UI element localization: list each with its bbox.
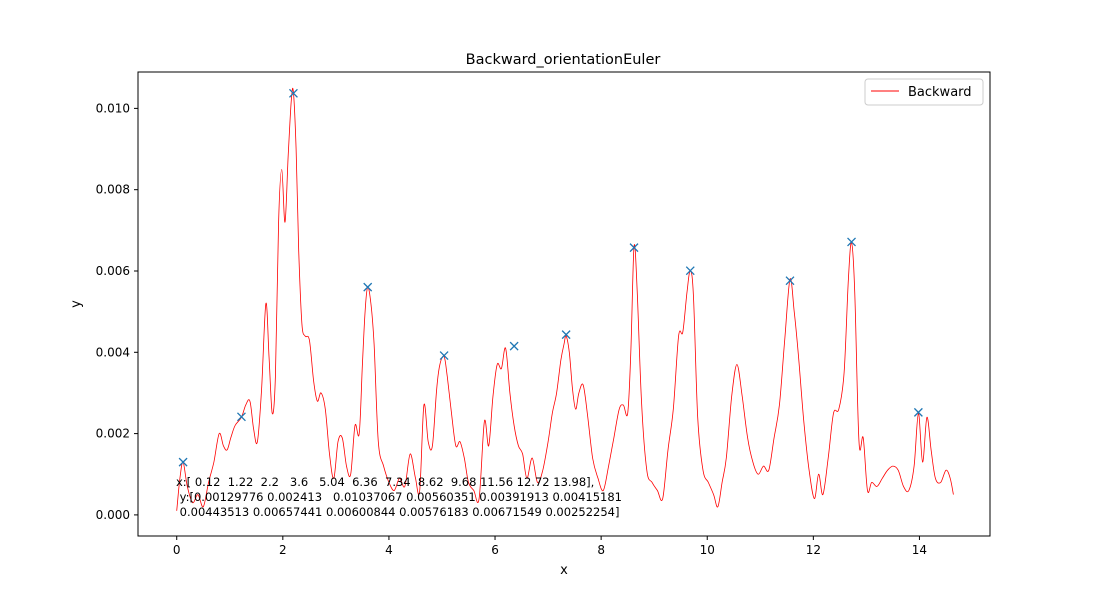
series-layer xyxy=(176,87,954,511)
y-tick-label: 0.008 xyxy=(96,183,130,197)
y-axis-label: y xyxy=(69,300,84,308)
legend-box xyxy=(864,78,984,106)
peak-annotation: x:[ 0.12 1.22 2.2 3.6 5.04 6.36 7.34 8.6… xyxy=(176,475,622,519)
x-axis-label: x xyxy=(560,563,568,578)
y-tick-label: 0.002 xyxy=(96,427,130,441)
x-tick-label: 4 xyxy=(385,543,393,557)
x-tick-label: 14 xyxy=(912,543,927,557)
peak-marker xyxy=(629,243,639,253)
x-tick-label: 0 xyxy=(173,543,181,557)
y-tick-label: 0.004 xyxy=(96,345,130,359)
peak-marker xyxy=(785,276,795,286)
peak-marker xyxy=(685,266,695,276)
annotation-line: x:[ 0.12 1.22 2.2 3.6 5.04 6.36 7.34 8.6… xyxy=(176,475,594,489)
peak-marker xyxy=(847,237,856,247)
peak-marker xyxy=(178,457,188,467)
y-tick-label: 0.010 xyxy=(96,101,130,115)
chart-title: Backward_orientationEuler xyxy=(466,52,661,68)
y-tick-label: 0.000 xyxy=(96,508,130,522)
x-tick-label: 10 xyxy=(700,543,715,557)
x-tick-label: 8 xyxy=(597,543,605,557)
annotation-line: 0.00443513 0.00657441 0.00600844 0.00576… xyxy=(176,505,619,519)
peak-marker xyxy=(913,407,923,417)
annotation-line: y:[0.00129776 0.002413 0.01037067 0.0056… xyxy=(176,490,622,504)
peak-marker xyxy=(439,351,449,361)
peak-marker xyxy=(236,412,246,422)
x-tick-label: 6 xyxy=(491,543,499,557)
y-tick-label: 0.006 xyxy=(96,264,130,278)
peak-marker xyxy=(363,282,373,292)
peak-marker xyxy=(288,88,298,98)
peak-marker xyxy=(561,330,571,340)
x-tick-label: 12 xyxy=(806,543,821,557)
y-axis: 0.000 0.002 0.004 0.006 0.008 0.010 xyxy=(96,101,138,522)
peak-markers xyxy=(178,88,923,467)
series-line-backward xyxy=(176,87,954,511)
plot-frame xyxy=(137,71,991,537)
x-tick-label: 2 xyxy=(279,543,287,557)
plot-area xyxy=(138,72,990,536)
legend: Backward xyxy=(864,78,984,106)
legend-label: Backward xyxy=(908,85,972,100)
x-axis: 0 2 4 6 8 10 12 14 xyxy=(173,536,927,557)
peak-marker xyxy=(509,341,519,351)
